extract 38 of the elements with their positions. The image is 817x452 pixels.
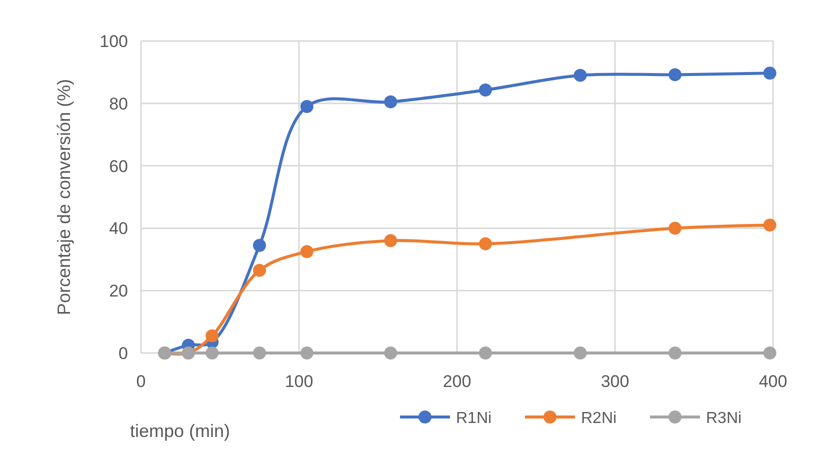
point [574, 68, 587, 82]
point [478, 83, 492, 96]
y-tick-label: 0 [118, 344, 128, 363]
y-tick-label: 100 [100, 32, 128, 51]
point [253, 346, 266, 360]
x-tick-label: 300 [600, 372, 630, 391]
point [763, 346, 776, 360]
point [478, 346, 492, 360]
point [300, 346, 314, 360]
point [668, 346, 682, 360]
point [478, 237, 492, 250]
point [253, 238, 266, 252]
point [300, 100, 314, 114]
point [668, 68, 682, 82]
legend-label: R1Ni [456, 410, 492, 427]
point [206, 346, 219, 360]
y-tick-label: 60 [109, 156, 128, 176]
x-tick-label: 200 [442, 372, 472, 391]
x-tick-label: 400 [758, 372, 788, 391]
point [763, 218, 776, 232]
x-tick-label: 100 [284, 372, 314, 391]
point [384, 234, 398, 248]
y-tick-label: 80 [109, 94, 128, 114]
y-tick-label: 20 [109, 282, 128, 301]
point [384, 346, 398, 360]
x-tick-label: 0 [136, 372, 146, 391]
point [206, 329, 219, 342]
point [384, 95, 398, 108]
legend-label: R2Ni [581, 410, 617, 427]
point [300, 245, 314, 258]
point [668, 222, 682, 235]
y-tick-label: 40 [109, 219, 128, 238]
legend-label: R3Ni [706, 410, 742, 427]
point [763, 66, 776, 80]
y-axis-title: Porcentaje de conversión (%) [54, 78, 74, 316]
point [574, 346, 587, 360]
point [253, 264, 266, 277]
x-axis-title: tiempo (min) [130, 421, 230, 441]
